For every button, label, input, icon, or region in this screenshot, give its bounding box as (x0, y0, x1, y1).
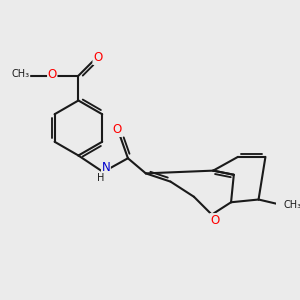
Text: CH₃: CH₃ (12, 69, 30, 80)
Text: O: O (112, 123, 122, 136)
Text: O: O (48, 68, 57, 81)
Text: O: O (93, 51, 102, 64)
Text: N: N (101, 161, 110, 174)
Text: O: O (210, 214, 219, 226)
Text: H: H (97, 173, 104, 183)
Text: CH₃: CH₃ (284, 200, 300, 210)
